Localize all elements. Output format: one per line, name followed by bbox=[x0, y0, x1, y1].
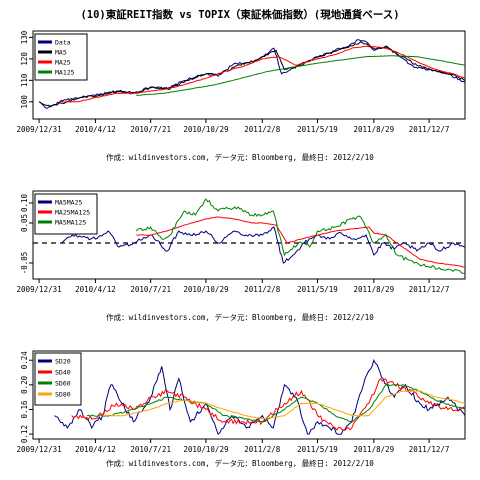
x-tick-label: 2010/4/12 bbox=[75, 125, 116, 134]
plot-frame bbox=[32, 350, 466, 440]
x-tick-label: 2009/12/31 bbox=[16, 285, 61, 294]
legend-label: MA125 bbox=[55, 69, 75, 77]
x-tick-label: 2011/2/8 bbox=[244, 285, 281, 294]
x-tick-label: 2009/12/31 bbox=[16, 125, 61, 134]
y-tick-label: 0.16 bbox=[20, 400, 29, 419]
legend: Data MA5 MA25 MA125 bbox=[34, 33, 88, 81]
y-tick-label: 120 bbox=[20, 52, 29, 66]
legend-label: SD20 bbox=[55, 358, 71, 366]
chart-panel-3: 2009/12/31 2010/4/12 2010/7/21 2010/10/29 20… bbox=[16, 350, 466, 468]
series-line-ma25ma125 bbox=[136, 216, 465, 268]
x-tick-label: 2011/2/8 bbox=[244, 445, 281, 454]
x-tick-label: 2011/8/29 bbox=[354, 125, 395, 134]
x-tick-label: 2011/8/29 bbox=[354, 445, 395, 454]
footnote: 作成：wildinvestors.com, データ元：Bloomberg, 最終… bbox=[106, 312, 374, 322]
y-tick-label: 0.12 bbox=[20, 425, 29, 443]
plot-frame bbox=[32, 190, 466, 280]
legend: SD20 SD40 SD60 SD80 bbox=[34, 352, 82, 406]
x-tick-label: 2011/5/19 bbox=[297, 445, 338, 454]
plot-frame bbox=[32, 30, 466, 120]
x-tick-label: 2011/8/29 bbox=[354, 285, 395, 294]
series-line-sd60 bbox=[86, 383, 465, 423]
x-tick-label: 2010/10/29 bbox=[183, 285, 228, 294]
plot-area bbox=[61, 198, 465, 274]
y-tick-label: 0.05 bbox=[20, 214, 29, 232]
y-tick-label: 0.20 bbox=[20, 375, 29, 394]
x-tick-label: 2010/4/12 bbox=[75, 285, 116, 294]
y-tick-label: 0.24 bbox=[20, 351, 29, 370]
footnote: 作成：wildinvestors.com, データ元：Bloomberg, 最終… bbox=[106, 152, 374, 162]
chart-panels: 2009/12/31 2010/4/12 2010/7/21 2010/10/29 20… bbox=[16, 30, 466, 468]
legend-label: SD60 bbox=[55, 380, 71, 388]
x-tick-label: 2011/12/7 bbox=[409, 445, 450, 454]
y-tick-label: -0.05 bbox=[20, 252, 29, 275]
y-tick-label: 100 bbox=[20, 95, 29, 109]
chart-panel-1: 2009/12/31 2010/4/12 2010/7/21 2010/10/29 20… bbox=[16, 30, 466, 162]
x-tick-label: 2011/5/19 bbox=[297, 125, 338, 134]
x-tick-label: 2010/7/21 bbox=[130, 285, 171, 294]
x-tick-label: 2010/7/21 bbox=[130, 445, 171, 454]
x-tick-label: 2010/7/21 bbox=[130, 125, 171, 134]
legend-label: Data bbox=[55, 39, 71, 47]
legend-label: MA5 bbox=[55, 49, 67, 57]
series-line-ma5ma125 bbox=[135, 198, 465, 274]
y-tick-label: 110 bbox=[20, 73, 29, 87]
x-tick-label: 2011/5/19 bbox=[297, 285, 338, 294]
chart-panel-2: 2009/12/31 2010/4/12 2010/7/21 2010/10/29 20… bbox=[16, 190, 466, 322]
x-tick-label: 2011/2/8 bbox=[244, 125, 281, 134]
series-line-sd80 bbox=[102, 390, 465, 420]
legend-label: MA25MA125 bbox=[55, 209, 90, 217]
legend-label: MA5MA125 bbox=[55, 219, 86, 227]
x-tick-label: 2010/10/29 bbox=[183, 125, 228, 134]
series-line-ma25 bbox=[58, 45, 465, 103]
x-tick-label: 2011/12/7 bbox=[409, 125, 450, 134]
series-line-data bbox=[38, 39, 465, 109]
series-line-ma125 bbox=[136, 55, 465, 96]
plot-area bbox=[38, 39, 465, 109]
legend-box bbox=[34, 193, 98, 235]
x-tick-label: 2009/12/31 bbox=[16, 445, 61, 454]
legend: MA5MA25 MA25MA125 MA5MA125 bbox=[34, 193, 98, 235]
legend-label: MA5MA25 bbox=[55, 199, 82, 207]
series-line-ma5ma25 bbox=[61, 226, 465, 264]
plot-area bbox=[54, 358, 465, 435]
x-tick-label: 2010/10/29 bbox=[183, 445, 228, 454]
y-tick-label: 0.10 bbox=[20, 193, 29, 212]
series-line-sd40 bbox=[71, 377, 465, 431]
x-tick-label: 2010/4/12 bbox=[75, 445, 116, 454]
footnote: 作成：wildinvestors.com, データ元：Bloomberg, 最終… bbox=[106, 458, 374, 468]
chart-title: (10)東証REIT指数 vs TOPIX（東証株価指数）(現地通貨ベース) bbox=[80, 8, 399, 21]
legend-label: MA25 bbox=[55, 59, 71, 67]
legend-label: SD80 bbox=[55, 391, 71, 399]
x-tick-label: 2011/12/7 bbox=[409, 285, 450, 294]
y-tick-label: 130 bbox=[20, 30, 29, 44]
legend-label: SD40 bbox=[55, 369, 71, 377]
